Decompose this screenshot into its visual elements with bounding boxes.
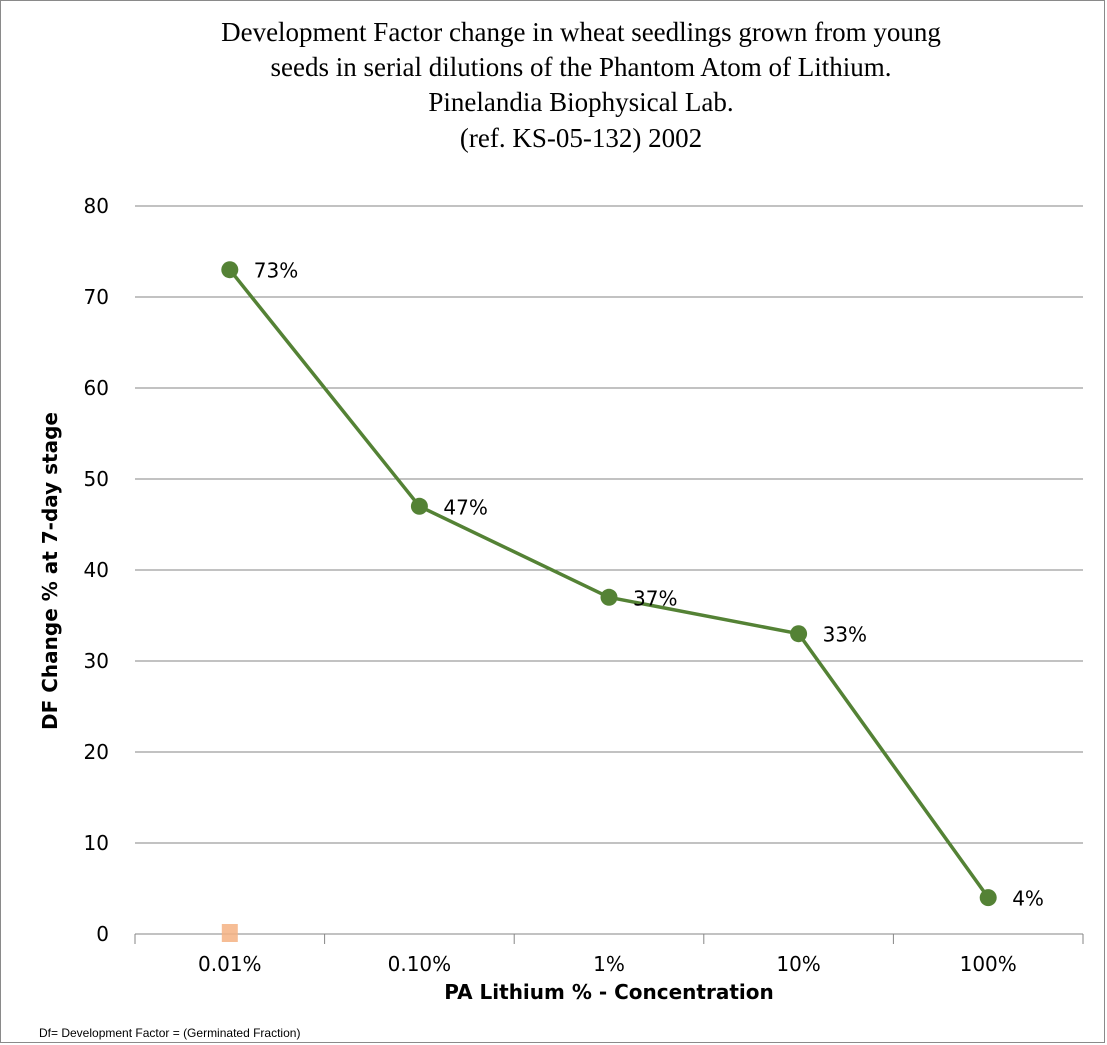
- x-tick-label-4: 100%: [960, 952, 1017, 976]
- gridlines: [135, 205, 1083, 844]
- y-tick-label-10: 10: [84, 831, 109, 855]
- x-tick-label-3: 10%: [776, 952, 820, 976]
- footnote: Df= Development Factor = (Germinated Fra…: [39, 1026, 300, 1040]
- x-tick-label-1: 0.10%: [388, 952, 452, 976]
- y-tick-label-40: 40: [84, 558, 109, 582]
- data-point-0-1: [410, 497, 428, 515]
- series-line-group: [228, 268, 990, 899]
- y-tick-label-0: 0: [96, 922, 109, 946]
- y-tick-label-60: 60: [84, 376, 109, 400]
- y-axis-title: DF Change % at 7-day stage: [38, 412, 62, 730]
- y-tick-label-80: 80: [84, 194, 109, 218]
- y-tick-label-70: 70: [84, 285, 109, 309]
- y-tick-label-20: 20: [84, 740, 109, 764]
- data-label-0-3: 33%: [823, 623, 867, 647]
- stray-marker: [221, 924, 238, 942]
- series-line-0: [228, 268, 990, 899]
- data-label-0-2: 37%: [633, 586, 677, 610]
- y-tick-label-50: 50: [84, 467, 109, 491]
- x-tick-label-0: 0.01%: [198, 952, 262, 976]
- x-tick-label-2: 1%: [593, 952, 625, 976]
- data-points: [221, 261, 997, 907]
- data-point-0-4: [979, 889, 997, 907]
- chart-title-line-4: (ref. KS-05-132) 2002: [460, 123, 702, 153]
- chart-title-line-3: Pinelandia Biophysical Lab.: [428, 87, 733, 117]
- chart-title-line-2: seeds in serial dilutions of the Phantom…: [271, 52, 892, 82]
- y-tick-label-30: 30: [84, 649, 109, 673]
- data-labels: 73% 47% 37% 33% 4%: [254, 259, 1044, 911]
- x-axis: 0.01% 0.10% 1% 10% 100%: [134, 924, 1084, 976]
- x-axis-title: PA Lithium % - Concentration: [444, 980, 773, 1004]
- data-label-0-4: 4%: [1012, 887, 1044, 911]
- data-label-0-0: 73%: [254, 259, 298, 283]
- data-point-0-2: [600, 588, 618, 606]
- data-label-0-1: 47%: [443, 495, 487, 519]
- y-axis-ticks: 0 10 20 30 40 50 60 70 80: [84, 194, 109, 946]
- chart-title-line-1: Development Factor change in wheat seedl…: [221, 17, 941, 47]
- chart-title: Development Factor change in wheat seedl…: [221, 17, 941, 153]
- data-point-0-3: [790, 625, 808, 643]
- data-point-0-0: [221, 261, 239, 279]
